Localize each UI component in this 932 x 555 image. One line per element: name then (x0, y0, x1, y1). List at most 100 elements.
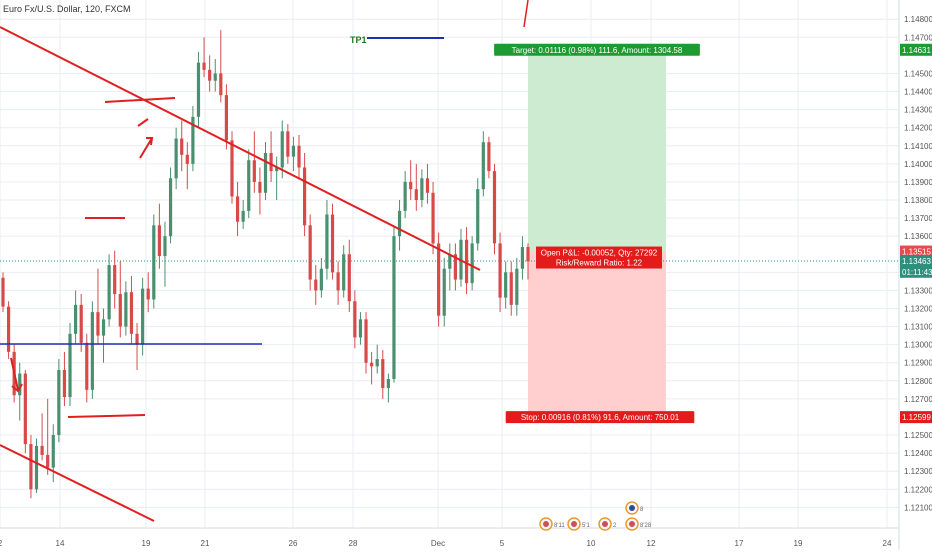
price-tag-entry (900, 245, 932, 258)
candle-body (515, 268, 519, 305)
candle-body (464, 239, 469, 284)
candle-body (358, 319, 363, 338)
candle-body (381, 359, 385, 389)
event-label: 5'1 (582, 523, 590, 529)
candle-body (157, 225, 161, 257)
candle-body (263, 153, 268, 193)
candle-body (498, 243, 502, 298)
trendline-descending (0, 26, 481, 271)
candle-body (330, 214, 335, 273)
candle-body (442, 268, 446, 316)
time-tick-label: 21 (201, 539, 210, 548)
candles (1, 30, 530, 499)
candle-body (437, 243, 441, 316)
candle-body (386, 378, 390, 389)
event-label: 8 (640, 507, 644, 513)
price-tag-countdown (900, 265, 932, 278)
candle-body (152, 225, 156, 300)
event-flag-inner (629, 505, 635, 511)
candle-body (51, 435, 55, 468)
candle-body (302, 167, 307, 226)
candle-body (224, 95, 229, 141)
candle-body (487, 142, 491, 172)
candle-body (526, 247, 530, 262)
time-tick-label: 19 (142, 539, 151, 548)
candle-body (163, 236, 167, 257)
candle-body (414, 189, 418, 201)
event-flag-inner (571, 521, 577, 527)
event-icons: 8'11 5'1 2 8 8'28 (539, 501, 652, 531)
candle-body (481, 142, 485, 190)
candle-body (79, 304, 83, 343)
loss-zone (528, 251, 666, 418)
price-tick-label: 1.12700 (904, 395, 932, 404)
candle-body (18, 373, 22, 396)
arrow-up (139, 137, 154, 159)
price-tag-label: 1.13463 (902, 257, 931, 266)
candle-body (425, 178, 430, 193)
arrow-down (10, 357, 23, 393)
price-tick-label: 1.13800 (904, 196, 932, 205)
candle-body (74, 304, 78, 334)
candle-body (146, 288, 150, 300)
candle-body (504, 272, 508, 298)
candle-body (336, 272, 340, 291)
time-tick-label: 24 (883, 539, 892, 548)
event-label: 8'28 (640, 523, 652, 529)
support-line (67, 414, 146, 418)
time-tick-label: 19 (794, 539, 803, 548)
price-tick-label: 1.14700 (904, 33, 932, 42)
candle-body (191, 116, 195, 164)
candle-body (420, 178, 424, 201)
price-tag-current (900, 254, 932, 267)
time-axis[interactable]: 2 14 19 21 26 28 Dec 5 10 12 17 19 24 (0, 527, 899, 548)
candle-body (129, 292, 134, 334)
price-tick-label: 1.12400 (904, 449, 932, 458)
time-tick-label: 2 (0, 539, 3, 548)
time-tick-label: Dec (431, 539, 445, 548)
price-tick-label: 1.13900 (904, 178, 932, 187)
candle-body (520, 247, 525, 269)
candle-body (353, 301, 357, 338)
time-tick-label: 26 (289, 539, 298, 548)
candle-body (219, 73, 223, 96)
candle-body (325, 214, 329, 269)
candle-body (113, 265, 117, 295)
price-tag-stop (900, 411, 932, 424)
event-flag-inner (629, 521, 635, 527)
candle-body (448, 254, 452, 269)
candle-body (375, 359, 379, 367)
price-tick-label: 1.12100 (904, 503, 932, 512)
pnl-tag-bg (536, 246, 662, 269)
candle-body (57, 369, 61, 436)
candle-body (68, 333, 72, 398)
candle-body (364, 319, 368, 363)
price-tick-label: 1.14800 (904, 15, 932, 24)
candle-body (85, 342, 89, 390)
tp-label: TP1 (350, 35, 367, 45)
candle-body (29, 444, 33, 490)
target-tag-text: Target: 0.01116 (0.98%) 111.6, Amount: 1… (512, 46, 683, 55)
time-tick-label: 5 (500, 539, 505, 548)
candle-body (314, 279, 318, 291)
candle-body (319, 268, 323, 291)
candle-body (1, 277, 5, 307)
price-axis[interactable]: 1.14800 1.14700 1.14500 1.14400 1.14300 1.142… (898, 0, 932, 550)
candle-body (6, 306, 11, 352)
price-tag-label: 1.14631 (902, 46, 931, 55)
profit-zone (528, 49, 666, 252)
candle-body (280, 131, 284, 168)
price-tag-label: 01:11:43 (902, 268, 932, 277)
price-tick-label: 1.13100 (904, 323, 932, 332)
time-tick-label: 10 (587, 539, 596, 548)
arrow-stroke (137, 118, 149, 127)
stop-tag-bg (505, 411, 695, 424)
time-tick-label: 12 (647, 539, 656, 548)
price-tick-label: 1.12900 (904, 359, 932, 368)
price-tick-label: 1.14000 (904, 160, 932, 169)
candle-body (403, 181, 407, 211)
candle-body (118, 294, 122, 327)
price-tick-label: 1.12800 (904, 377, 932, 386)
